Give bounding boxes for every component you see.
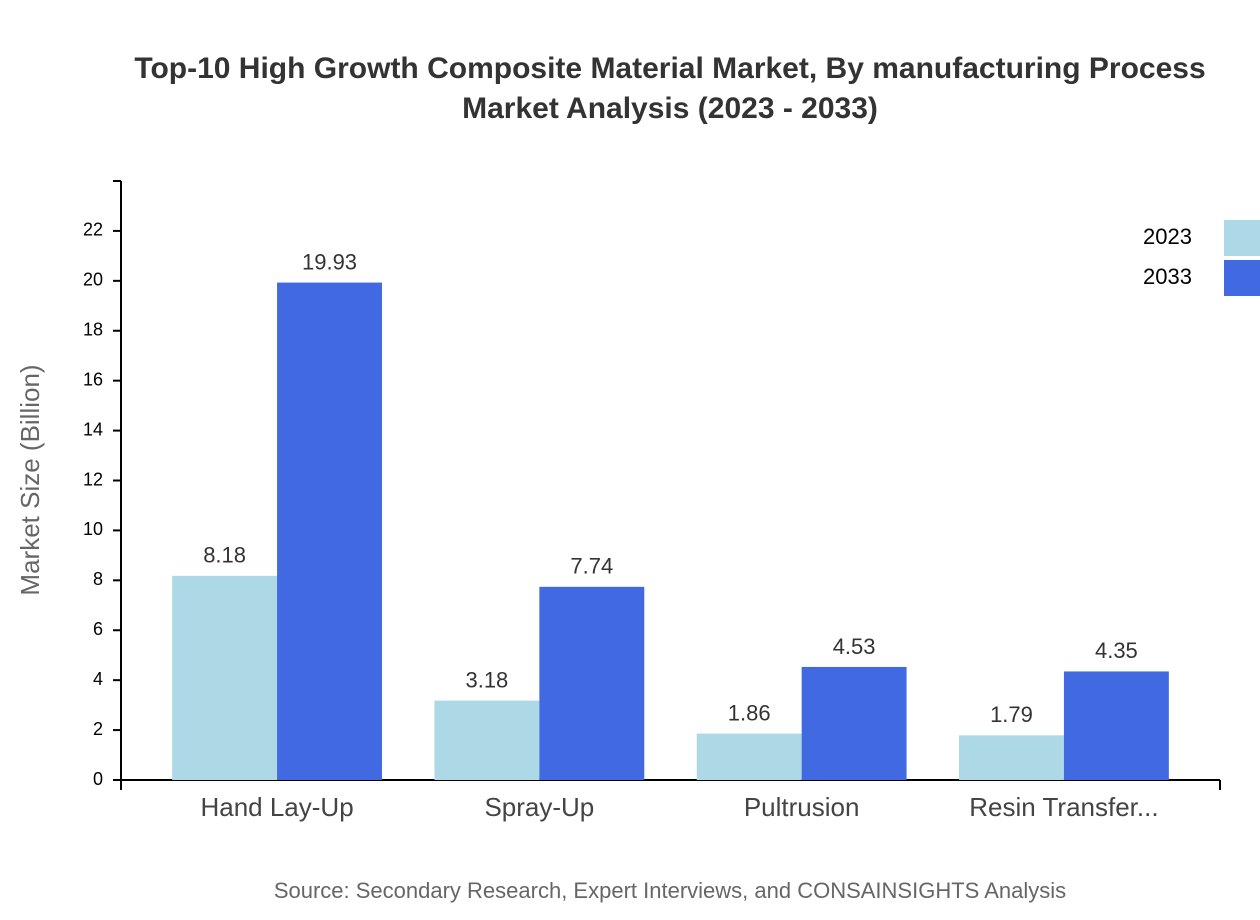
value-label: 19.93 [302, 249, 357, 274]
y-tick-label: 14 [83, 419, 103, 439]
bar [959, 735, 1064, 780]
y-axis-label: Market Size (Billion) [15, 364, 45, 595]
bar [1063, 671, 1169, 780]
value-label: 4.35 [1095, 638, 1138, 663]
source-note: Source: Secondary Research, Expert Inter… [274, 878, 1066, 903]
legend-swatch [1224, 220, 1260, 256]
y-tick-label: 2 [93, 719, 103, 739]
y-tick-label: 10 [83, 519, 103, 539]
bar [434, 700, 540, 780]
value-label: 3.18 [465, 667, 508, 692]
bar [801, 666, 907, 780]
y-tick-label: 6 [93, 619, 103, 639]
value-label: 8.18 [203, 543, 246, 568]
x-tick-label: Resin Transfer... [969, 792, 1158, 822]
bar [539, 586, 645, 780]
y-tick-label: 12 [83, 469, 103, 489]
legend-swatch [1224, 260, 1260, 296]
chart-title: Top-10 High Growth Composite Material Ma… [134, 52, 1205, 85]
y-tick-label: 22 [83, 220, 103, 240]
y-tick-label: 18 [83, 320, 103, 340]
bar [172, 575, 278, 780]
x-tick-label: Hand Lay-Up [200, 792, 353, 822]
legend-label: 2023 [1143, 224, 1192, 249]
value-label: 1.86 [728, 700, 771, 725]
bar [696, 733, 802, 780]
value-label: 1.79 [990, 702, 1033, 727]
legend-label: 2033 [1143, 264, 1192, 289]
value-label: 7.74 [570, 554, 613, 579]
y-tick-label: 20 [83, 270, 103, 290]
bar [277, 282, 382, 780]
x-tick-label: Pultrusion [744, 792, 860, 822]
y-tick-label: 16 [83, 369, 103, 389]
y-tick-label: 4 [93, 669, 103, 689]
y-tick-label: 8 [93, 569, 103, 589]
y-tick-label: 0 [93, 769, 103, 789]
x-tick-label: Spray-Up [484, 792, 594, 822]
chart-subtitle: Market Analysis (2023 - 2033) [462, 92, 878, 125]
value-label: 4.53 [833, 634, 876, 659]
